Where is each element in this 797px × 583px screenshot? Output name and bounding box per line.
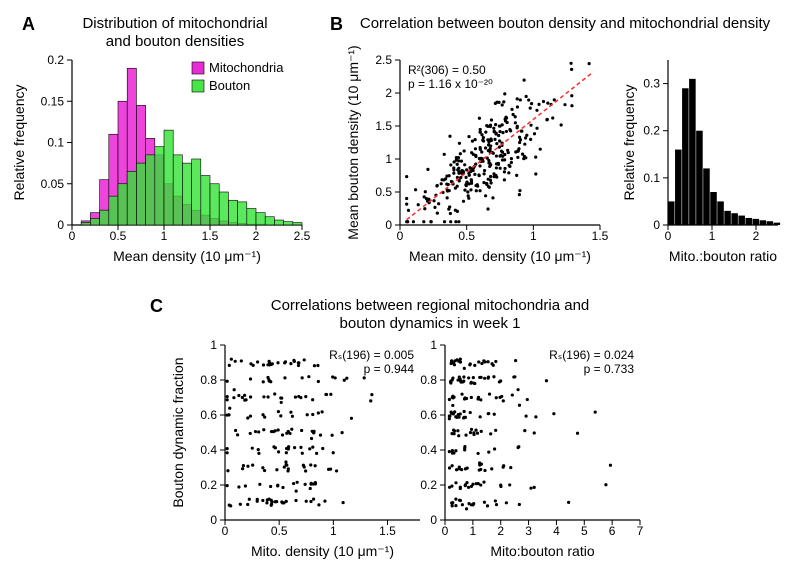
panel-b-letter: B	[330, 14, 343, 34]
svg-text:0.5: 0.5	[271, 524, 288, 538]
svg-text:0.2: 0.2	[643, 124, 660, 138]
svg-text:Mitochondria: Mitochondria	[209, 60, 284, 75]
svg-text:0.4: 0.4	[200, 443, 217, 457]
svg-text:Bouton: Bouton	[209, 78, 250, 93]
panel-c-left-stat-1: Rₛ(196) = 0.005	[329, 348, 414, 362]
panel-a-title-2: and bouton densities	[106, 33, 244, 50]
svg-text:0.2: 0.2	[420, 478, 437, 492]
svg-text:3: 3	[525, 524, 532, 538]
panel-c-letter: C	[150, 296, 163, 316]
svg-text:0.5: 0.5	[375, 185, 392, 199]
svg-text:0: 0	[69, 229, 76, 243]
panel-a-ylabel: Relative frequency	[11, 85, 27, 201]
panel-b-hist-xlabel: Mito.:bouton ratio	[669, 248, 777, 264]
svg-text:1.5: 1.5	[202, 229, 219, 243]
panel-c-title-2: bouton dynamics in week 1	[340, 315, 521, 332]
svg-text:0.1: 0.1	[643, 171, 660, 185]
svg-text:7: 7	[637, 524, 644, 538]
svg-text:0: 0	[57, 218, 64, 232]
panel-c-left-stat-2: p = 0.944	[364, 362, 415, 376]
panel-c-right-stat-1: Rₛ(196) = 0.024	[549, 348, 634, 362]
svg-text:0.8: 0.8	[420, 373, 437, 387]
svg-text:1: 1	[530, 229, 537, 243]
svg-text:0.1: 0.1	[47, 136, 64, 150]
panel-b-hist-ylabel: Relative frequency	[621, 85, 637, 201]
panel-a-letter: A	[22, 14, 35, 34]
svg-text:2.5: 2.5	[294, 229, 311, 243]
svg-text:0: 0	[397, 229, 404, 243]
panel-b-scatter-xlabel: Mean mito. density (10 μm⁻¹)	[409, 248, 591, 264]
panel-c-right-stat-2: p = 0.733	[584, 362, 635, 376]
panel-b-title: Correlation between bouton density and m…	[360, 15, 771, 32]
svg-text:1: 1	[385, 152, 392, 166]
svg-text:0: 0	[442, 524, 449, 538]
panel-a-xlabel: Mean density (10 μm⁻¹)	[113, 248, 261, 264]
svg-text:1.5: 1.5	[375, 119, 392, 133]
panel-b-stat-1: R²(306) = 0.50	[408, 63, 486, 77]
svg-text:6: 6	[609, 524, 616, 538]
svg-text:1: 1	[709, 229, 716, 243]
svg-text:2: 2	[753, 229, 760, 243]
svg-text:1: 1	[330, 524, 337, 538]
svg-text:0: 0	[665, 229, 672, 243]
svg-text:0.6: 0.6	[420, 408, 437, 422]
panel-c: C Correlations between regional mitochond…	[150, 296, 644, 559]
svg-text:0.2: 0.2	[47, 53, 64, 67]
svg-text:2: 2	[385, 86, 392, 100]
svg-text:0.2: 0.2	[200, 478, 217, 492]
panel-a-title-1: Distribution of mitochondrial	[82, 15, 267, 32]
svg-text:0.5: 0.5	[458, 229, 475, 243]
panel-c-title-1: Correlations between regional mitochondr…	[271, 297, 590, 314]
svg-text:0: 0	[430, 513, 437, 527]
svg-text:2.5: 2.5	[375, 53, 392, 67]
figure-root: A Distribution of mitochondrialand bouton…	[0, 0, 797, 583]
svg-text:0.15: 0.15	[41, 94, 65, 108]
svg-text:0: 0	[210, 513, 217, 527]
panel-c-left-xlabel: Mito. density (10 μm⁻¹)	[251, 543, 394, 559]
panel-c-right-xlabel: Mito:bouton ratio	[490, 543, 594, 559]
svg-text:1.5: 1.5	[592, 229, 609, 243]
svg-text:1.5: 1.5	[379, 524, 396, 538]
svg-text:0.6: 0.6	[200, 408, 217, 422]
svg-text:1: 1	[161, 229, 168, 243]
svg-text:0: 0	[653, 218, 660, 232]
panel-a-legend: Mitochondria Bouton	[192, 60, 284, 93]
svg-text:0.05: 0.05	[41, 177, 65, 191]
panel-b-hist-bars	[668, 79, 780, 225]
panel-b-scatter-ylabel: Mean bouton density (10 μm⁻¹)	[345, 45, 361, 239]
panel-b-stat-2: p = 1.16 x 10⁻²⁰	[408, 77, 493, 91]
panel-c-left-points	[226, 358, 374, 508]
svg-text:4: 4	[553, 524, 560, 538]
panel-a: A Distribution of mitochondrialand bouton…	[11, 14, 311, 264]
panel-c-right-points	[448, 358, 612, 511]
svg-text:0.8: 0.8	[200, 373, 217, 387]
panel-c-ylabel: Bouton dynamic fraction	[170, 357, 186, 507]
panel-b: B Correlation between bouton density and …	[330, 14, 780, 264]
svg-text:0: 0	[222, 524, 229, 538]
svg-text:1: 1	[470, 524, 477, 538]
svg-text:0.4: 0.4	[420, 443, 437, 457]
figure-svg: A Distribution of mitochondrialand bouton…	[0, 0, 797, 583]
svg-text:1: 1	[210, 338, 217, 352]
svg-text:0: 0	[385, 218, 392, 232]
panel-b-fitline	[407, 72, 594, 220]
svg-text:1: 1	[430, 338, 437, 352]
svg-text:2: 2	[497, 524, 504, 538]
svg-text:0.5: 0.5	[110, 229, 127, 243]
svg-text:2: 2	[253, 229, 260, 243]
svg-text:5: 5	[581, 524, 588, 538]
svg-text:0.3: 0.3	[643, 77, 660, 91]
